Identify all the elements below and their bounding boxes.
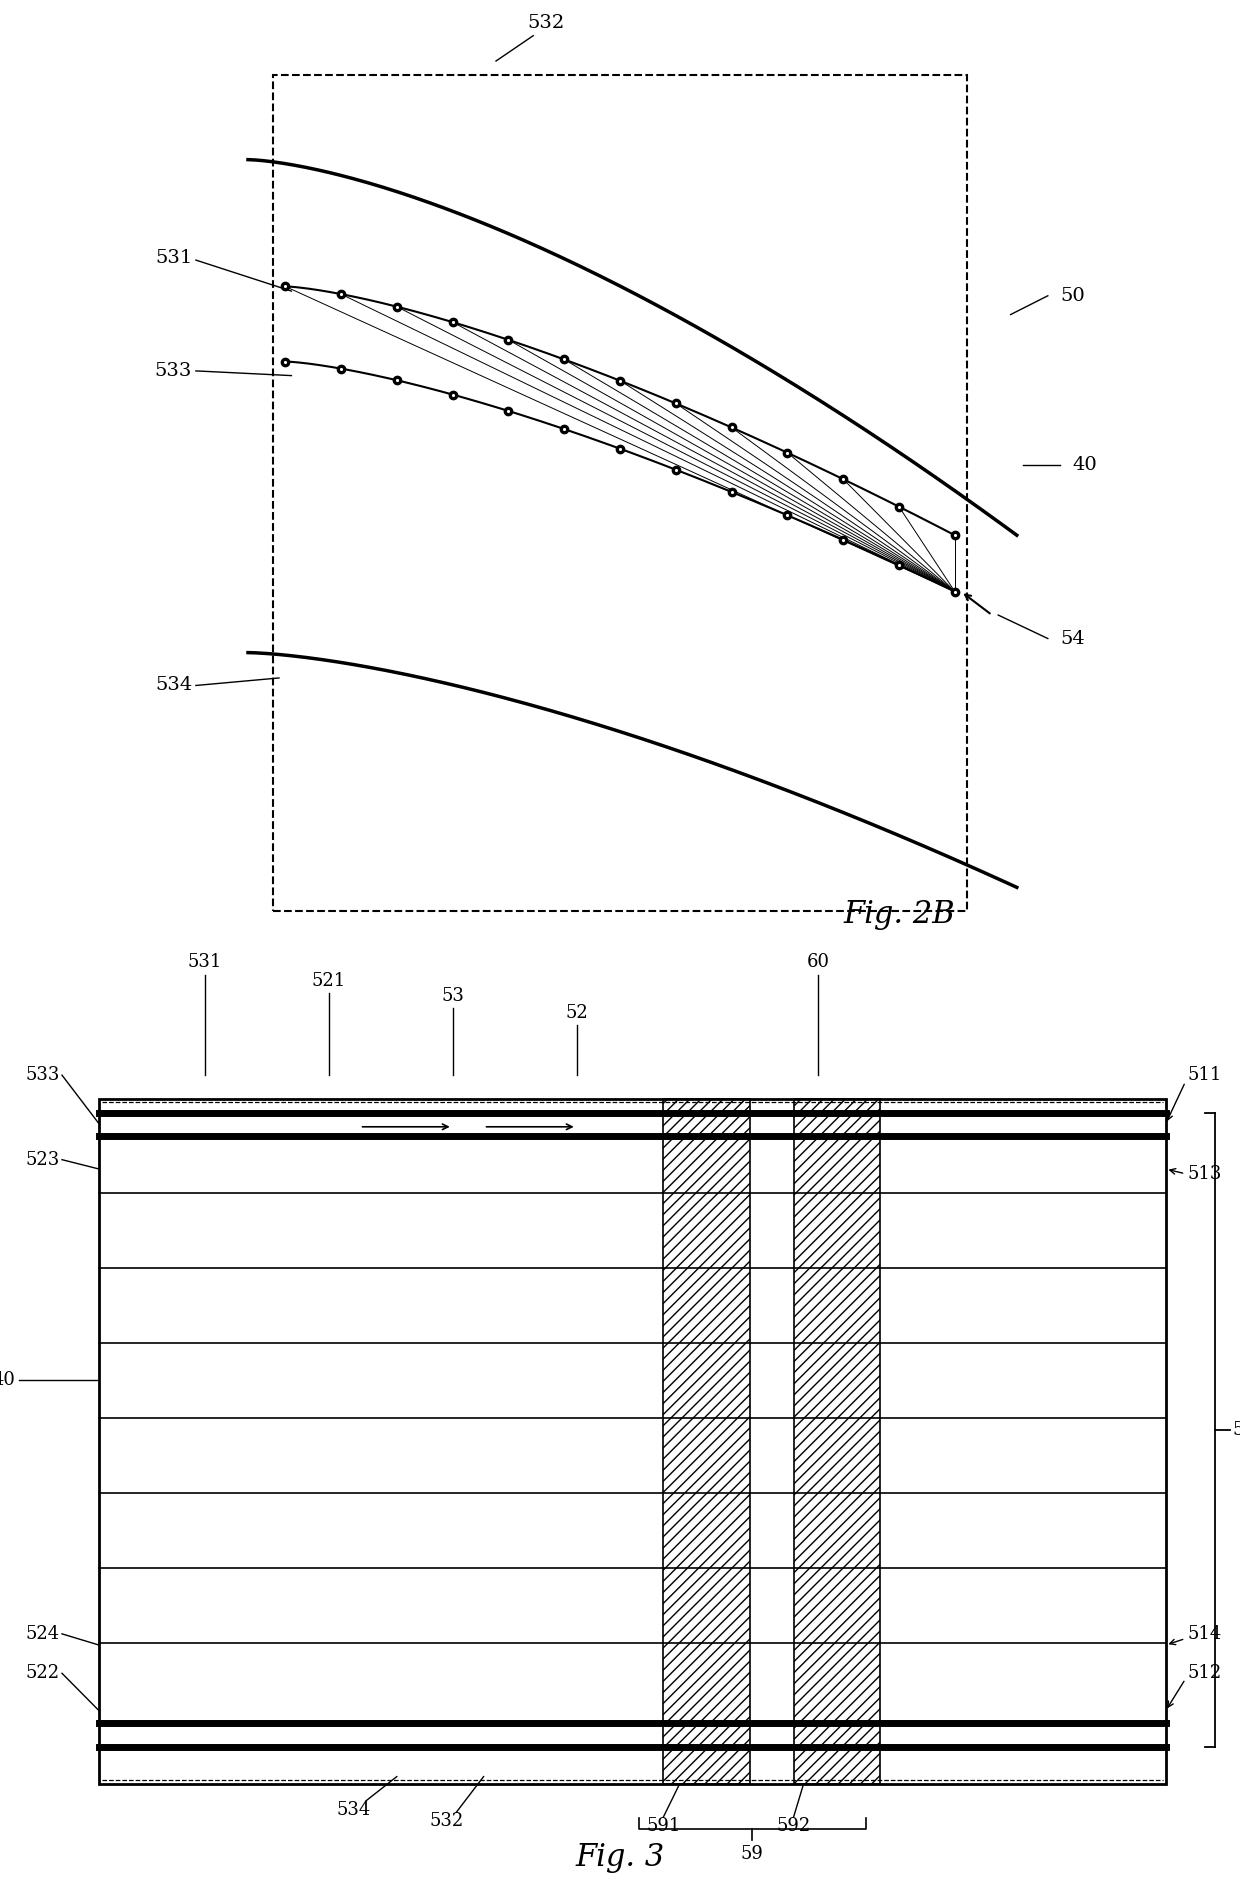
Text: 522: 522 [25,1664,60,1683]
Text: 40: 40 [1073,456,1097,473]
Text: 533: 533 [25,1067,60,1084]
Bar [99,1099,1166,1784]
Text: 514: 514 [1188,1624,1223,1643]
Text: 54: 54 [1060,629,1085,648]
Text: Fig. 2B: Fig. 2B [843,898,955,930]
Bar [794,1099,880,1784]
Text: 51: 51 [1233,1420,1240,1439]
Text: 531: 531 [187,952,222,971]
Text: 524: 524 [25,1624,60,1643]
Text: 40: 40 [0,1371,15,1390]
Text: 534: 534 [155,676,192,695]
Text: 53: 53 [441,986,464,1005]
Bar [663,1099,750,1784]
Text: 534: 534 [336,1801,371,1820]
Text: 52: 52 [565,1003,588,1022]
Text: 531: 531 [155,250,192,267]
Text: 521: 521 [311,971,346,990]
Text: 523: 523 [25,1151,60,1168]
Text: Fig. 3: Fig. 3 [575,1842,665,1874]
Text: 60: 60 [807,952,830,971]
Text: 512: 512 [1188,1664,1223,1683]
Text: 511: 511 [1188,1067,1223,1084]
Text: 591: 591 [646,1818,681,1835]
Text: 532: 532 [429,1812,464,1831]
Text: 513: 513 [1188,1164,1223,1183]
Text: 592: 592 [776,1818,811,1835]
Text: 533: 533 [155,362,192,379]
Text: 532: 532 [527,13,564,32]
Text: 59: 59 [740,1844,764,1863]
Text: 50: 50 [1060,287,1085,304]
